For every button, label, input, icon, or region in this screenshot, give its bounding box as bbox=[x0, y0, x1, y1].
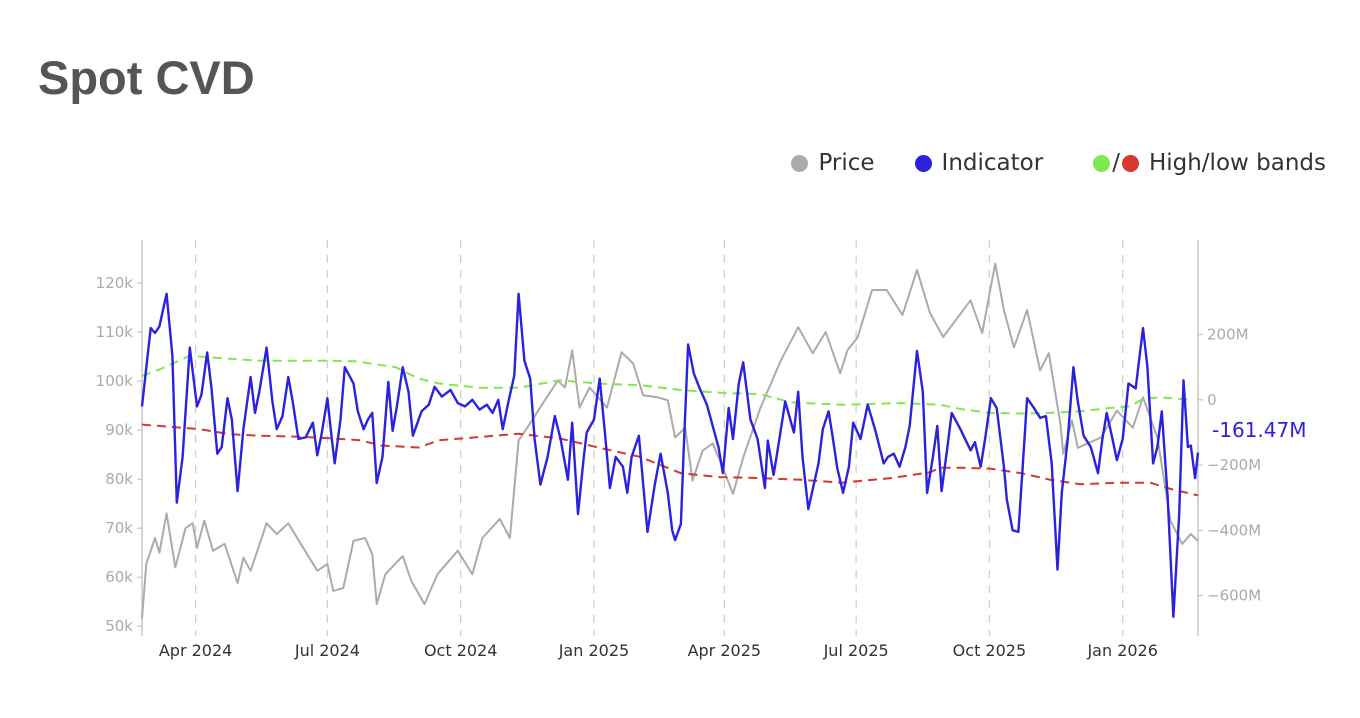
x-gridlines bbox=[194, 240, 1124, 636]
legend-label-price: Price bbox=[818, 150, 875, 176]
legend-item-bands[interactable]: / High/low bands bbox=[1093, 150, 1326, 176]
x-tick-label: Jan 2025 bbox=[558, 641, 629, 660]
left-tick-label: 60k bbox=[105, 568, 133, 586]
low-band-dot-icon bbox=[1121, 154, 1139, 172]
x-tick-label: Oct 2025 bbox=[953, 641, 1026, 660]
legend-item-indicator[interactable]: Indicator bbox=[914, 150, 1044, 176]
left-tick-label: 120k bbox=[96, 274, 134, 292]
high-band-line bbox=[141, 354, 1191, 415]
x-tick-label: Apr 2025 bbox=[688, 641, 761, 660]
left-tick-label: 100k bbox=[96, 372, 134, 390]
indicator-dot-icon bbox=[914, 154, 932, 172]
right-tick-label: 200M bbox=[1207, 326, 1249, 344]
low-band-line bbox=[141, 423, 1199, 497]
legend-label-bands: High/low bands bbox=[1148, 150, 1326, 176]
legend-item-price[interactable]: Price bbox=[791, 150, 875, 176]
price-line bbox=[141, 262, 1199, 619]
x-tick-label: Apr 2024 bbox=[159, 641, 232, 660]
left-tick-label: 110k bbox=[96, 323, 134, 341]
x-tick-label: Jul 2025 bbox=[823, 641, 889, 660]
right-tick-label: −600M bbox=[1207, 587, 1261, 605]
x-tick-label: Jan 2026 bbox=[1086, 641, 1157, 660]
right-tick-label: −400M bbox=[1207, 521, 1261, 539]
x-tick-label: Oct 2024 bbox=[424, 641, 497, 660]
axis-ticks: Apr 2024 Jul 2024 Oct 2024 Jan 2025 Apr 2025… bbox=[96, 274, 1261, 660]
chart-title: Spot CVD bbox=[38, 51, 255, 104]
last-value-label: -161.47M bbox=[1212, 418, 1306, 442]
price-dot-icon bbox=[791, 154, 809, 172]
indicator-line bbox=[140, 292, 1200, 618]
legend: Price Indicator / High/low bands bbox=[751, 150, 1326, 176]
left-tick-label: 50k bbox=[105, 617, 133, 635]
right-tick-label: 0 bbox=[1207, 391, 1217, 409]
left-tick-label: 70k bbox=[105, 519, 133, 537]
x-tick-label: Jul 2024 bbox=[294, 641, 360, 660]
high-band-dot-icon bbox=[1093, 154, 1111, 172]
right-tick-label: −200M bbox=[1207, 456, 1261, 474]
legend-separator: / bbox=[1112, 150, 1120, 176]
legend-label-indicator: Indicator bbox=[941, 150, 1044, 176]
series-lines bbox=[140, 262, 1200, 619]
left-tick-label: 90k bbox=[105, 421, 133, 439]
left-tick-label: 80k bbox=[105, 470, 133, 488]
